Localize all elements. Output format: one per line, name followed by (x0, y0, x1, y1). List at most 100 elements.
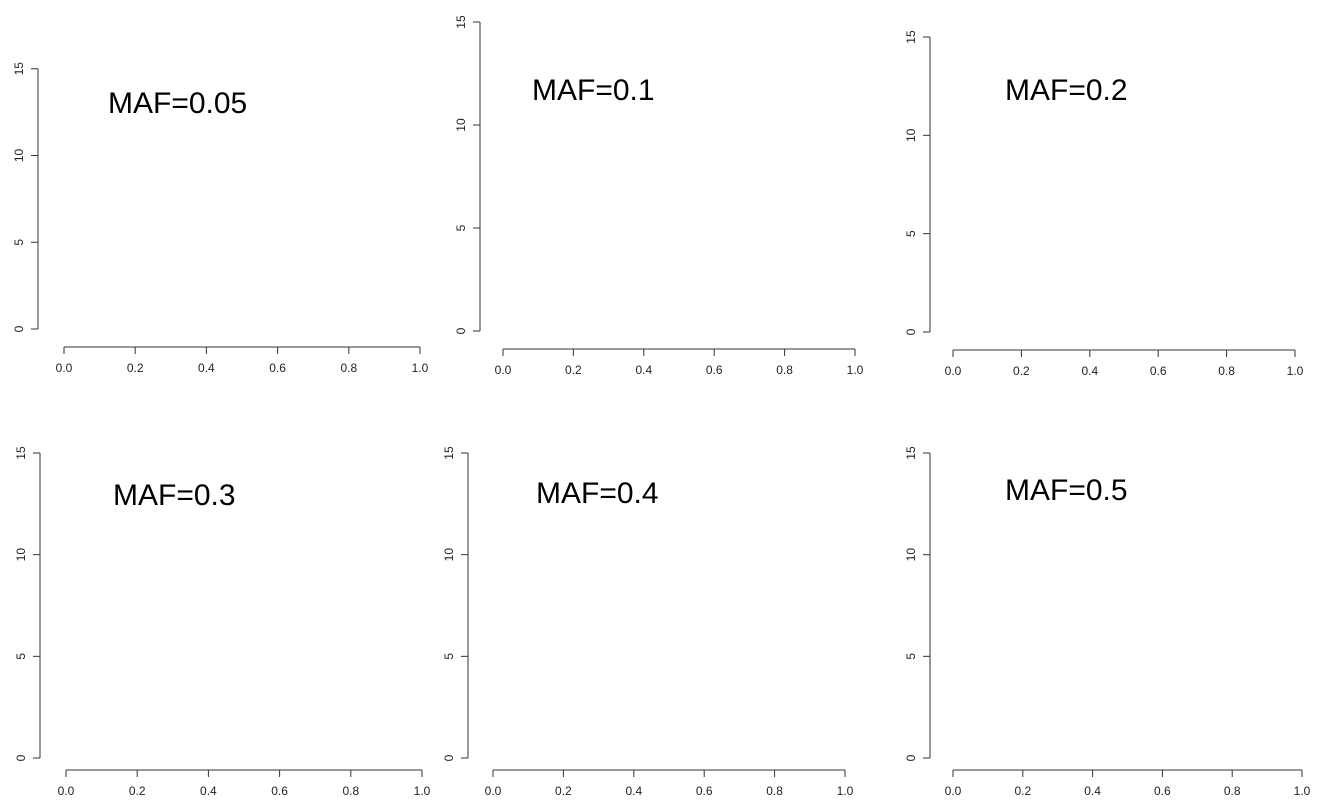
bar (244, 751, 252, 758)
x-tick-label: 0.6 (696, 784, 713, 798)
bar (1190, 747, 1198, 758)
bar (108, 741, 116, 758)
bar (144, 741, 152, 758)
bar (735, 324, 743, 331)
bar (1103, 322, 1111, 332)
bar (284, 273, 292, 329)
x-tick-label: 0.8 (766, 784, 783, 798)
bar (615, 306, 623, 331)
bar (784, 246, 792, 331)
bar (1148, 703, 1156, 758)
bar (601, 302, 609, 331)
y-tick-label: 0 (14, 754, 28, 761)
bar (661, 751, 669, 758)
bar (514, 737, 522, 758)
bar (293, 749, 301, 758)
bar (201, 747, 209, 758)
bar (265, 725, 273, 758)
bar (584, 731, 592, 758)
bar (291, 297, 299, 329)
bar (973, 314, 981, 332)
bar (756, 329, 764, 331)
bar (545, 318, 553, 331)
bar (1127, 703, 1135, 758)
bar (760, 682, 768, 758)
x-tick-label: 0.8 (340, 361, 357, 375)
bar (980, 741, 988, 758)
bar (115, 737, 123, 758)
bar (329, 686, 337, 758)
bar (113, 318, 121, 329)
y-tick-label: 0 (442, 754, 456, 761)
bar (192, 316, 200, 329)
y-tick-label: 0 (904, 328, 918, 335)
y-tick-label: 0 (904, 754, 918, 761)
y-tick-label: 10 (442, 548, 456, 562)
bar (1158, 328, 1166, 332)
bar (151, 739, 159, 758)
bar (1057, 713, 1065, 758)
bar (1295, 688, 1302, 758)
bar (172, 731, 180, 758)
bar (64, 322, 72, 329)
bar (1089, 310, 1097, 332)
chart-title: MAF=0.3 (113, 479, 236, 512)
bar (78, 320, 86, 329)
bar (732, 721, 740, 758)
bar (953, 316, 960, 332)
bar (980, 317, 988, 332)
chart-title: MAF=0.5 (1005, 474, 1128, 507)
bar (704, 692, 712, 758)
bar (206, 320, 214, 329)
bar (222, 735, 230, 758)
x-tick-label: 0.6 (269, 361, 286, 375)
bar (770, 320, 778, 331)
bar (158, 737, 166, 758)
bar (1106, 707, 1114, 758)
bar (1117, 308, 1124, 332)
bar (270, 320, 278, 329)
bar (847, 127, 855, 331)
bar (577, 749, 585, 758)
x-tick-label: 0.4 (635, 363, 652, 377)
chart-title: MAF=0.1 (532, 74, 655, 107)
bar (959, 737, 967, 758)
bar (556, 733, 564, 758)
y-tick-label: 10 (454, 118, 468, 132)
x-tick-label: 0.2 (1014, 784, 1031, 798)
bar (1021, 315, 1029, 332)
bar (229, 747, 237, 758)
bar (549, 743, 557, 758)
bar (605, 753, 613, 758)
bar (714, 281, 722, 331)
y-tick-label: 10 (12, 148, 26, 162)
x-tick-label: 0.6 (1154, 784, 1171, 798)
bar (1014, 318, 1022, 332)
x-tick-label: 0.2 (565, 363, 582, 377)
bar (1246, 684, 1254, 758)
x-tick-label: 0.6 (706, 363, 723, 377)
bar (177, 318, 186, 329)
y-tick-label: 15 (14, 446, 28, 460)
bar (798, 329, 806, 331)
bar (1219, 280, 1227, 332)
bar (1178, 290, 1186, 332)
bar (279, 715, 287, 758)
bar (791, 310, 799, 331)
x-tick-label: 0.4 (1081, 364, 1098, 378)
x-tick-label: 0.0 (58, 784, 75, 798)
bar (1082, 312, 1090, 332)
bar (626, 729, 634, 758)
bar (987, 737, 995, 758)
bar (315, 749, 323, 758)
bar (1185, 298, 1193, 332)
bar (629, 312, 637, 331)
bar (1029, 723, 1037, 758)
bar (994, 733, 1002, 758)
y-tick-label: 0 (454, 327, 468, 334)
y-tick-label: 15 (442, 446, 456, 460)
bar (1071, 717, 1079, 758)
bar (1076, 316, 1083, 332)
x-tick-label: 0.0 (56, 361, 73, 375)
bar (156, 313, 164, 329)
